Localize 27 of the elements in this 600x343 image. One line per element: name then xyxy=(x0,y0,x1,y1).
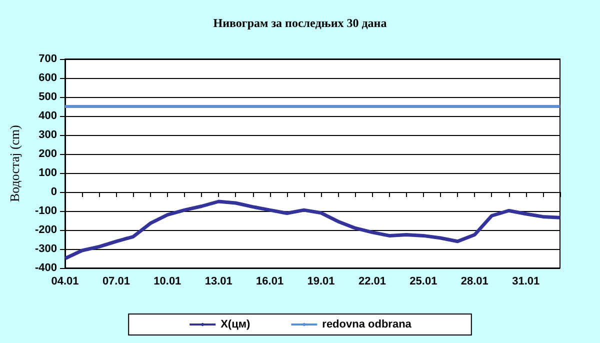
x-tick-label: 13.01 xyxy=(204,276,232,288)
y-tick-label: -100 xyxy=(34,205,57,217)
x-tick-label: 07.01 xyxy=(102,276,130,288)
y-tick-label: 300 xyxy=(38,129,57,141)
x-tick-label: 25.01 xyxy=(410,276,438,288)
line-series xyxy=(63,200,562,260)
y-tick-label: 700 xyxy=(38,53,57,65)
x-tick-label: 31.01 xyxy=(512,276,540,288)
y-tick-label: 600 xyxy=(38,72,57,84)
y-tick-label: 400 xyxy=(38,110,57,122)
x-tick-label: 28.01 xyxy=(460,276,488,288)
chart-title: Нивограм за последњих 30 дана xyxy=(213,16,387,30)
y-axis-title: Водостај (cm) xyxy=(7,124,22,202)
x-tick-label: 16.01 xyxy=(256,276,284,288)
y-tick-label: -200 xyxy=(34,224,57,236)
y-tick-label: 100 xyxy=(38,167,57,179)
x-tick-label: 10.01 xyxy=(154,276,182,288)
x-tick-label: 04.01 xyxy=(51,276,79,288)
y-tick-label: 200 xyxy=(38,148,57,160)
y-tick-label: -300 xyxy=(34,243,57,255)
y-tick-label: -400 xyxy=(34,262,57,274)
x-tick-label: 22.01 xyxy=(358,276,386,288)
x-tick-label: 19.01 xyxy=(307,276,335,288)
legend-label: X(цм) xyxy=(220,318,250,330)
legend-label: redovna odbrana xyxy=(322,318,412,330)
y-tick-label: 500 xyxy=(38,91,57,103)
y-tick-label: 0 xyxy=(50,186,57,198)
